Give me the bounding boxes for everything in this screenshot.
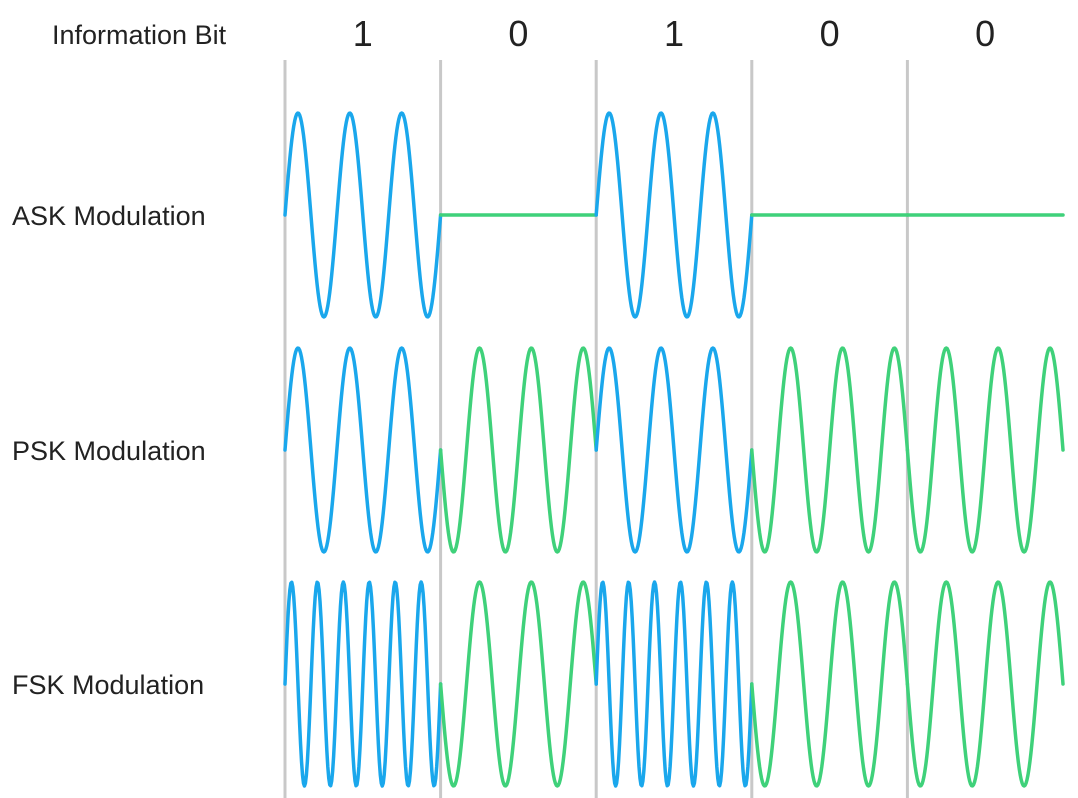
bit-value: 1 <box>353 13 373 54</box>
psk-wave-segment-bit-0 <box>905 346 1065 554</box>
psk-wave-segment-bit-0 <box>750 346 910 554</box>
psk-wave-segment-bit-1 <box>283 346 443 554</box>
waveforms <box>283 111 1065 788</box>
row-label-psk: PSK Modulation <box>12 436 206 466</box>
bit-value: 0 <box>975 13 995 54</box>
psk-waveform <box>283 346 1065 554</box>
fsk-waveform <box>283 580 1065 788</box>
ask-wave-segment-bit-1 <box>283 111 443 319</box>
fsk-wave-segment-bit-1 <box>283 580 443 788</box>
bit-value: 1 <box>664 13 684 54</box>
psk-wave-segment-bit-0 <box>438 346 598 554</box>
ask-waveform <box>283 111 1065 319</box>
fsk-wave-segment-bit-0 <box>750 580 910 788</box>
ask-wave-segment-bit-1 <box>594 111 754 319</box>
bit-value: 0 <box>820 13 840 54</box>
fsk-wave-segment-bit-0 <box>905 580 1065 788</box>
fsk-wave-segment-bit-0 <box>438 580 598 788</box>
fsk-wave-segment-bit-1 <box>594 580 754 788</box>
bit-value: 0 <box>508 13 528 54</box>
psk-wave-segment-bit-1 <box>594 346 754 554</box>
row-label-ask: ASK Modulation <box>12 201 206 231</box>
row-labels: ASK Modulation PSK Modulation FSK Modulati… <box>12 201 206 700</box>
information-bit-label: Information Bit <box>52 20 227 50</box>
bit-labels: 1 0 1 0 0 <box>353 13 995 54</box>
row-label-fsk: FSK Modulation <box>12 670 204 700</box>
